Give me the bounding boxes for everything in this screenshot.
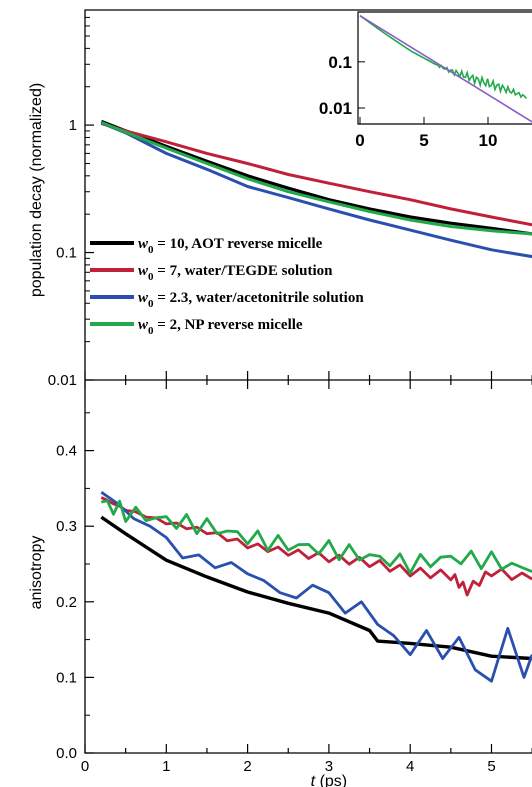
anisotropy-panel: 0.0 0.1 0.2 0.3 0.4 0 1 2 3 4 5 t (ps) anisotropy xyxy=(28,380,532,787)
anisotropy-series-acetonitrile xyxy=(100,491,532,683)
legend-symbol: w xyxy=(138,236,149,252)
y-axis-title-population: population decay (normalized) xyxy=(28,83,45,297)
inset-y-tick-label: 0.1 xyxy=(328,53,352,72)
legend-text: = 2, NP reverse micelle xyxy=(154,317,303,333)
inset-frame xyxy=(357,11,532,125)
legend-label-np: w0 = 2, NP reverse micelle xyxy=(138,317,303,337)
population-decay-panel: 0.01 0.1 1 population decay (normalized) w0 … xyxy=(28,9,532,754)
x-tick-label: 1 xyxy=(162,758,170,775)
inset-series-np xyxy=(359,15,528,100)
x-tick-label: 0 xyxy=(81,758,89,775)
legend-subscript: 0 xyxy=(148,244,154,256)
x-tick-label: 3 xyxy=(325,758,333,775)
x-tick-label: 4 xyxy=(406,758,414,775)
inset-x-tick-label: 10 xyxy=(479,131,498,150)
y-tick-label: 0.2 xyxy=(56,594,77,611)
legend-symbol: w xyxy=(138,290,149,306)
inset-x-tick-label: 5 xyxy=(419,131,428,150)
y-tick-label: 0.01 xyxy=(48,372,77,389)
y-tick-label: 0.1 xyxy=(56,669,77,686)
legend-text: = 2.3, water/acetonitrile solution xyxy=(154,290,365,306)
legend-subscript: 0 xyxy=(148,298,154,310)
legend-text: = 10, AOT reverse micelle xyxy=(154,236,323,252)
inset-series-inset_fit xyxy=(359,15,532,123)
legend-symbol: w xyxy=(138,263,149,279)
legend-subscript: 0 xyxy=(148,271,154,283)
anisotropy-series-np xyxy=(101,499,532,575)
legend-subscript: 0 xyxy=(148,325,154,337)
y-tick-label: 1 xyxy=(69,117,77,134)
legend-symbol: w xyxy=(138,317,149,333)
y-tick-label: 0.0 xyxy=(56,745,77,762)
y-axis-title-anisotropy: anisotropy xyxy=(28,536,45,610)
inset-x-tick-label: 0 xyxy=(355,131,364,150)
series-line-np xyxy=(100,121,532,236)
inset: 0.01 0.1 0 5 10 xyxy=(319,11,532,150)
series-line-aot xyxy=(100,119,532,236)
legend-label-tegde: w0 = 7, water/TEGDE solution xyxy=(138,263,333,283)
series-line-tegde xyxy=(100,122,532,227)
legend-label-acetonitrile: w0 = 2.3, water/acetonitrile solution xyxy=(138,290,364,310)
y-tick-label: 0.1 xyxy=(56,245,77,262)
x-axis-symbol: t xyxy=(311,773,316,787)
x-tick-label: 2 xyxy=(243,758,251,775)
anisotropy-series-tegde xyxy=(100,496,532,597)
legend-label-aot: w0 = 10, AOT reverse micelle xyxy=(138,236,323,256)
x-tick-label: 5 xyxy=(487,758,495,775)
series-line-acetonitrile xyxy=(100,121,532,259)
x-axis-title: t (ps) xyxy=(311,773,347,787)
inset-y-tick-label: 0.01 xyxy=(319,99,352,118)
y-tick-label: 0.3 xyxy=(56,518,77,535)
y-tick-label: 0.4 xyxy=(56,443,77,460)
x-axis-unit: (ps) xyxy=(315,773,347,787)
legend-text: = 7, water/TEGDE solution xyxy=(154,263,334,279)
